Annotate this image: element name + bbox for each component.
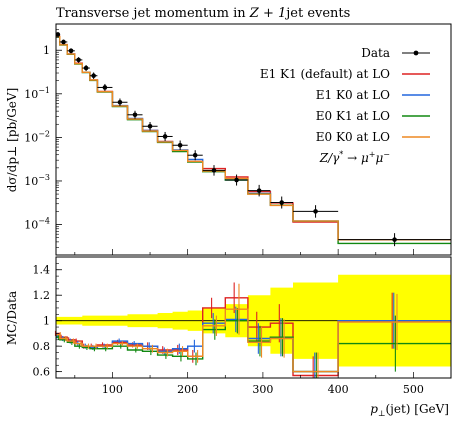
legend-label-2: E0 K1 at LO	[316, 109, 390, 123]
data-point-5	[91, 73, 96, 79]
x-tick-label-2: 300	[252, 383, 273, 396]
y-axis-label: dσ/dp⊥ [pb/GeV]	[5, 88, 19, 193]
x-axis-ticks-main	[74, 249, 452, 255]
data-point-13	[211, 168, 217, 173]
x-tick-label-1: 200	[177, 383, 198, 396]
main-frame	[55, 23, 452, 256]
x-axis-ticks: 100 200 300 400 500	[74, 372, 452, 396]
data-point-1	[61, 39, 66, 45]
ratio-tick-label-1: 0.8	[33, 340, 51, 353]
y-tick-label-4: 10−4	[24, 217, 50, 232]
data-point-16	[279, 200, 285, 205]
x-axis-label: p⊥(jet) [GeV]	[370, 402, 449, 418]
data-point-2	[68, 48, 74, 54]
ratio-tick-label-4: 1.4	[33, 264, 51, 277]
data-point-9	[147, 123, 153, 129]
y-tick-label-3: 10−3	[24, 173, 50, 188]
legend-label-1: E1 K0 at LO	[316, 88, 390, 102]
data-point-11	[177, 142, 183, 148]
x-tick-label-4: 500	[403, 383, 424, 396]
main-panel: 1 10−1 10−2 10−3 10−4	[24, 23, 452, 256]
data-point-3	[76, 57, 81, 63]
data-point-7	[117, 99, 123, 105]
mc-hist-0	[56, 35, 451, 241]
data-point-18	[392, 237, 397, 242]
data-point-10	[162, 134, 168, 139]
data-point-4	[83, 65, 89, 71]
ratio-tick-label-2: 1	[43, 315, 50, 328]
data-point-8	[132, 112, 138, 118]
mc-hist-3	[56, 36, 451, 241]
data-point-6	[102, 85, 108, 90]
mc-hist-1	[56, 36, 451, 241]
ratio-tick-label-3: 1.2	[33, 289, 51, 302]
mc-hist-2	[56, 36, 451, 245]
data-points	[55, 32, 451, 247]
y-tick-label-1: 10−1	[24, 86, 50, 101]
process-label: Z/γ* → μ+μ−	[319, 150, 390, 165]
ratio-hist-3	[56, 308, 451, 373]
data-point-0	[55, 32, 61, 37]
ratio-panel: 0.6 0.8 1 1.2 1.4 100 200 300 400 500	[33, 256, 452, 396]
data-point-12	[192, 152, 198, 158]
x-tick-label-0: 100	[102, 383, 123, 396]
mc-histograms	[56, 35, 451, 245]
ratio-tick-label-0: 0.6	[33, 366, 51, 379]
y-axis-ticks: 1 10−1 10−2 10−3 10−4	[24, 23, 62, 256]
legend: Data E1 K1 (default) at LO E1 K0 at LO E0 K…	[260, 46, 430, 165]
data-point-14	[234, 177, 239, 183]
ratio-y-axis-label: MC/Data	[5, 291, 19, 345]
legend-marker-data	[413, 50, 419, 56]
ratio-y-ticks: 0.6 0.8 1 1.2 1.4	[33, 263, 62, 379]
data-point-15	[256, 188, 262, 193]
y-tick-label-2: 10−2	[24, 129, 50, 144]
x-tick-label-3: 400	[328, 383, 349, 396]
legend-label-3: E0 K0 at LO	[316, 130, 390, 144]
mc-ratio-histograms	[54, 282, 451, 378]
ratio-frame	[55, 256, 452, 379]
legend-label-0: E1 K1 (default) at LO	[260, 67, 390, 81]
y-tick-label-0: 1	[43, 44, 50, 57]
legend-label-data: Data	[361, 46, 390, 60]
chart-title: Transverse jet momentum in Z + 1jet even…	[56, 6, 350, 21]
data-point-17	[313, 209, 318, 214]
